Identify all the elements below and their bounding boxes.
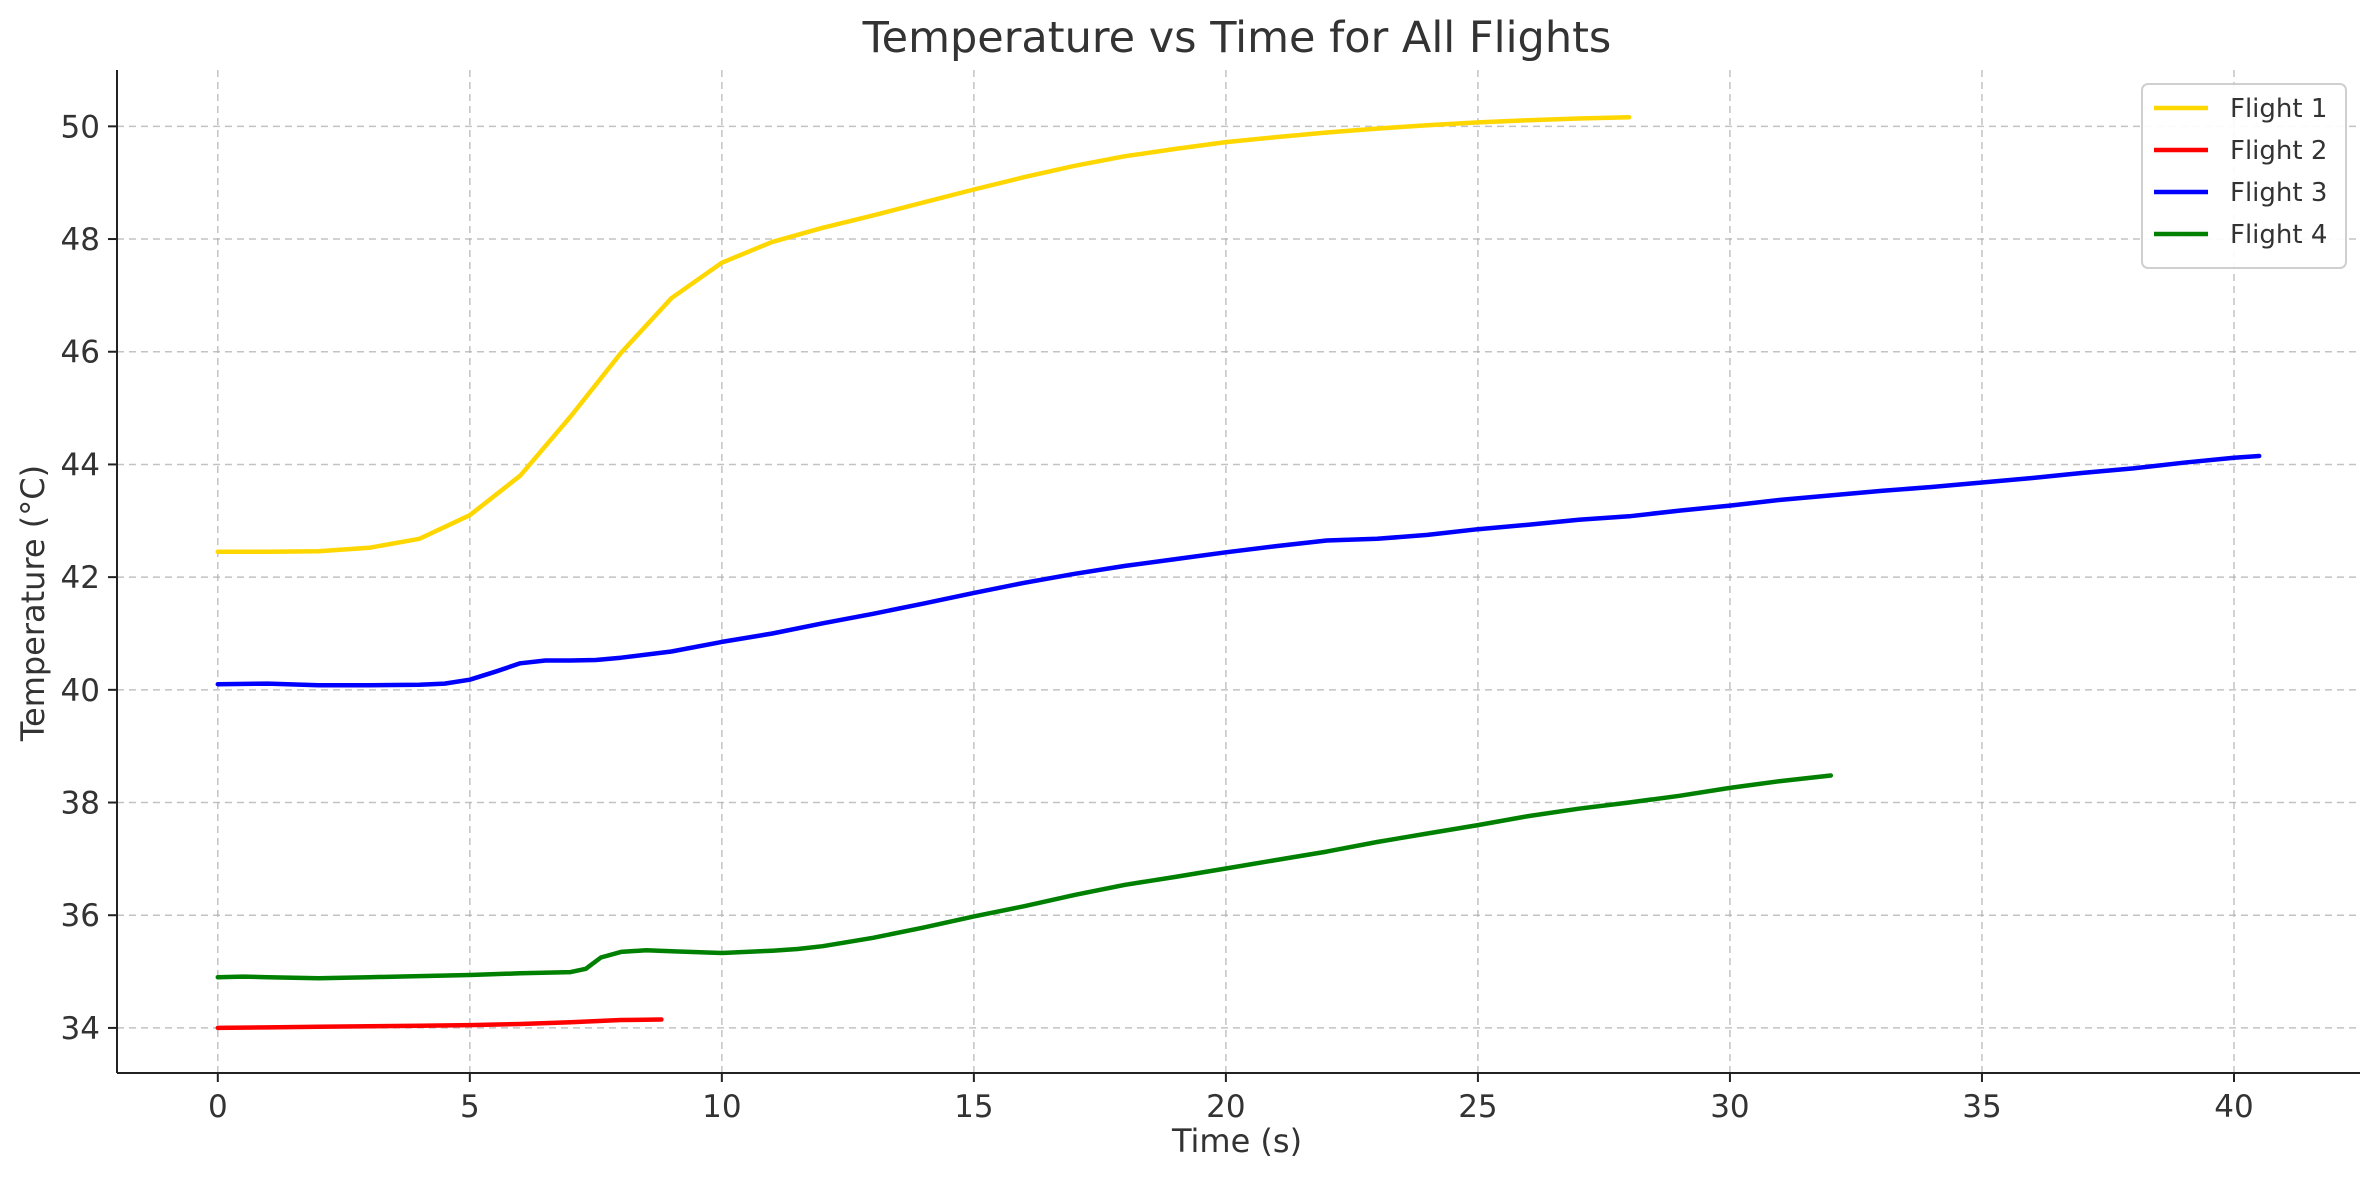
- x-tick-label: 15: [954, 1089, 993, 1125]
- series-line-flight-4: [215, 773, 1834, 981]
- series-lines: [215, 115, 2262, 1031]
- grid-lines: [117, 70, 2360, 1073]
- axes: [116, 70, 2360, 1074]
- x-axis-title: Time (s): [1171, 1122, 1302, 1160]
- x-tick-label: 5: [460, 1089, 480, 1125]
- series-line-flight-2: [215, 1017, 664, 1031]
- legend-frame: [2141, 83, 2347, 269]
- y-tick-label: 50: [61, 109, 100, 145]
- y-axis-title: Temperature (°C): [14, 465, 52, 742]
- y-tick-label: 44: [61, 447, 100, 483]
- tick-labels: 0 5 10 15 20 25 30 35 40 34 36 38 40 42 44 46 48 50: [61, 109, 2254, 1125]
- legend-label-flight-1: Flight 1: [2230, 94, 2327, 124]
- legend-label-flight-3: Flight 3: [2230, 178, 2327, 208]
- y-tick-label: 36: [61, 898, 100, 934]
- x-tick-label: 40: [2214, 1089, 2253, 1125]
- y-tick-label: 42: [61, 560, 100, 596]
- legend-label-flight-4: Flight 4: [2230, 220, 2327, 250]
- y-tick-label: 38: [61, 786, 100, 822]
- y-tick-label: 40: [61, 673, 100, 709]
- x-tick-label: 20: [1206, 1089, 1245, 1125]
- x-tick-label: 25: [1458, 1089, 1497, 1125]
- legend-label-flight-2: Flight 2: [2230, 136, 2327, 166]
- y-tick-label: 48: [61, 222, 100, 258]
- series-line-flight-1: [215, 115, 1632, 555]
- y-tick-label: 46: [61, 335, 100, 371]
- series-line-flight-3: [215, 453, 2262, 688]
- x-tick-label: 0: [208, 1089, 228, 1125]
- chart-title: Temperature vs Time for All Flights: [862, 13, 1612, 63]
- x-tick-label: 30: [1710, 1089, 1749, 1125]
- legend: Flight 1 Flight 2 Flight 3 Flight 4: [2141, 83, 2347, 269]
- x-tick-label: 10: [702, 1089, 741, 1125]
- x-tick-label: 35: [1962, 1089, 2001, 1125]
- y-tick-label: 34: [61, 1011, 100, 1047]
